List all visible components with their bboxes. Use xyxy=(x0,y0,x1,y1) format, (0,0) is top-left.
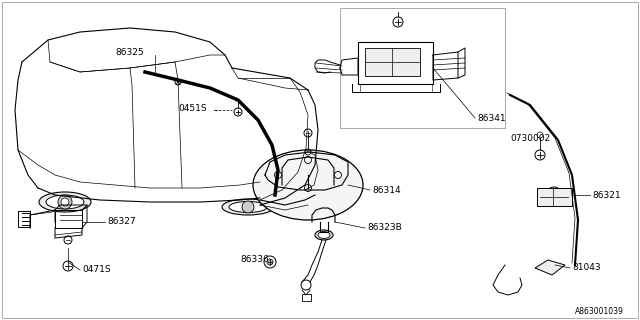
Text: 86336: 86336 xyxy=(240,255,269,265)
Circle shape xyxy=(61,198,69,206)
Circle shape xyxy=(550,191,558,199)
Ellipse shape xyxy=(39,192,91,212)
Bar xyxy=(537,188,572,206)
Ellipse shape xyxy=(315,230,333,240)
Polygon shape xyxy=(535,260,565,275)
Text: 86323B: 86323B xyxy=(367,223,402,233)
Text: 0730002: 0730002 xyxy=(510,133,550,142)
Circle shape xyxy=(546,187,562,203)
Text: 81043: 81043 xyxy=(572,263,600,273)
Ellipse shape xyxy=(229,202,267,212)
Ellipse shape xyxy=(253,150,363,220)
Ellipse shape xyxy=(46,195,84,209)
Ellipse shape xyxy=(318,231,330,238)
Bar xyxy=(340,8,505,128)
Bar xyxy=(358,42,433,84)
Text: 0451S: 0451S xyxy=(178,103,207,113)
Bar xyxy=(365,48,420,76)
Text: 0471S: 0471S xyxy=(82,266,111,275)
Bar xyxy=(18,211,30,227)
Circle shape xyxy=(267,259,273,265)
Circle shape xyxy=(58,195,72,209)
Text: 86325: 86325 xyxy=(115,47,143,57)
Circle shape xyxy=(242,201,254,213)
Ellipse shape xyxy=(222,199,274,215)
Text: 86314: 86314 xyxy=(372,186,401,195)
Text: 86321: 86321 xyxy=(592,190,621,199)
Text: A863001039: A863001039 xyxy=(575,308,624,316)
Text: 86341: 86341 xyxy=(477,114,506,123)
Bar xyxy=(302,294,311,301)
Circle shape xyxy=(175,79,181,85)
Text: 86327: 86327 xyxy=(107,218,136,227)
